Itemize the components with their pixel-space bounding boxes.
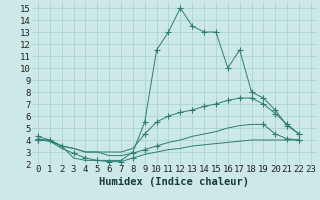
X-axis label: Humidex (Indice chaleur): Humidex (Indice chaleur) (100, 177, 249, 187)
